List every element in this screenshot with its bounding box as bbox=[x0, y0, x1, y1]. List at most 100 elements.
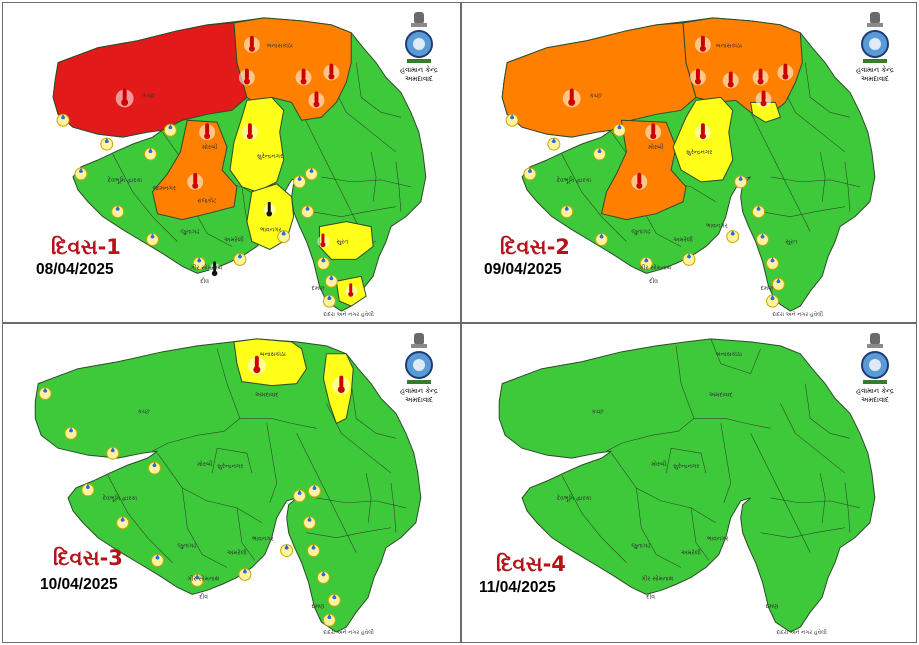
humidity-icon bbox=[38, 387, 52, 401]
region-label: અમરેલી bbox=[681, 548, 701, 556]
region-label: અમદાવાદ bbox=[255, 392, 279, 399]
humidity-icon bbox=[766, 294, 779, 308]
humidity-icon bbox=[293, 489, 307, 503]
region-label: અમરેલી bbox=[227, 548, 247, 556]
day-label: દિવસ-2 bbox=[500, 235, 570, 259]
region-label: બનાસકાંઠા bbox=[716, 43, 743, 50]
humidity-icon bbox=[81, 483, 95, 497]
humidity-icon bbox=[324, 274, 338, 288]
gujarat-map-day-4: કચ્છ બનાસકાંઠા અમદાવાદ સુરેન્દ્રનગર મોરબ… bbox=[498, 338, 876, 636]
org-city: અમદાવાદ bbox=[861, 396, 889, 404]
gujarat-map-day-1: કચ્છ બનાસકાંઠા સુરેન્દ્રનગર મોરબી જામનગર… bbox=[52, 17, 427, 318]
humidity-icon bbox=[190, 573, 204, 587]
org-name: હવામાન કેન્દ્ર bbox=[856, 66, 894, 74]
state-base bbox=[34, 338, 422, 633]
day-label: દિવસ-4 bbox=[496, 552, 566, 576]
coastal-markers bbox=[56, 113, 338, 308]
region-label: જામનગર bbox=[152, 185, 175, 192]
footer-label: દાદરા અને નગર હવેલી bbox=[323, 311, 374, 318]
region-label: દેવભૂમિ દ્વારકા bbox=[108, 176, 143, 184]
humidity-icon bbox=[766, 256, 779, 270]
thermometer-icon bbox=[209, 261, 222, 277]
footer-label: દાદરા અને નગર હવેલી bbox=[772, 311, 823, 318]
gujarat-map-day-2: કચ્છ બનાસકાંઠા સુરેન્દ્રનગર મોરબી દેવભૂમ… bbox=[501, 17, 876, 318]
region-label: દમણ bbox=[766, 603, 779, 610]
panel-day-2: કચ્છ બનાસકાંઠા સુરેન્દ્રનગર મોરબી દેવભૂમ… bbox=[461, 2, 917, 323]
thermometer-icon bbox=[199, 123, 216, 141]
humidity-icon bbox=[148, 461, 161, 475]
humidity-icon bbox=[308, 484, 321, 498]
coastal-markers bbox=[38, 387, 341, 627]
humidity-icon bbox=[593, 147, 607, 161]
region-label: અમરેલી bbox=[224, 235, 244, 243]
thermometer-icon bbox=[752, 68, 769, 86]
region-label: ભાવનગર bbox=[706, 223, 728, 230]
thermometer-icon bbox=[241, 123, 258, 141]
thermometer-icon bbox=[689, 68, 706, 86]
humidity-icon bbox=[277, 230, 291, 243]
thermometer-icon bbox=[345, 283, 358, 298]
humidity-icon bbox=[100, 137, 114, 151]
humidity-icon bbox=[682, 252, 696, 266]
humidity-icon bbox=[771, 277, 785, 291]
state-base bbox=[498, 338, 876, 633]
humidity-icon bbox=[301, 205, 314, 219]
date-label: 09/04/2025 bbox=[484, 261, 562, 278]
region-label: દીવ bbox=[199, 592, 208, 600]
humidity-icon bbox=[734, 175, 748, 189]
humidity-icon bbox=[192, 256, 206, 270]
heat-markers bbox=[247, 355, 351, 395]
region-label: મોરબી bbox=[651, 460, 667, 468]
thermometer-icon bbox=[247, 355, 266, 375]
humidity-icon bbox=[56, 113, 70, 127]
humidity-icon bbox=[595, 233, 609, 246]
gujarat-map-day-3: કચ્છ બનાસકાંઠા અમદાવાદ સુરેન્દ્રનગર મોરબ… bbox=[34, 338, 422, 636]
zone-saurashtra-orange bbox=[151, 119, 238, 221]
thermometer-icon bbox=[645, 123, 662, 141]
humidity-icon bbox=[144, 147, 157, 161]
region-label: દીવ bbox=[200, 277, 209, 285]
region-label: ગીર સોમનાથ bbox=[187, 574, 219, 582]
zone-north-yellow bbox=[233, 338, 308, 387]
thermometer-icon bbox=[243, 35, 260, 53]
region-label: જુનાગઢ bbox=[631, 229, 650, 236]
humidity-icon bbox=[316, 256, 330, 270]
region-label: બનાસકાંઠા bbox=[267, 43, 294, 50]
thermometer-icon bbox=[317, 233, 330, 248]
humidity-icon bbox=[505, 113, 519, 127]
district-borders bbox=[561, 338, 860, 568]
humidity-icon bbox=[238, 567, 252, 581]
thermometer-icon bbox=[187, 172, 204, 190]
region-label: સુરત bbox=[336, 238, 348, 245]
region-label: સુરેન્દ્રનગર bbox=[673, 462, 699, 470]
thermometer-icon bbox=[323, 63, 340, 81]
humidity-icon bbox=[111, 205, 125, 219]
region-label: રાજકોટ bbox=[197, 197, 217, 205]
heat-markers bbox=[115, 35, 358, 298]
imd-emblem-icon bbox=[405, 333, 433, 384]
humidity-icon bbox=[64, 426, 78, 440]
panel-day-4: કચ્છ બનાસકાંઠા અમદાવાદ સુરેન્દ્રનગર મોરબ… bbox=[461, 323, 917, 643]
humidity-icon bbox=[547, 137, 561, 151]
imd-logo-block: હવામાન કેન્દ્ર અમદાવાદ bbox=[840, 11, 910, 84]
humidity-icon bbox=[322, 613, 336, 627]
heat-markers bbox=[562, 35, 794, 190]
humidity-icon bbox=[116, 516, 130, 530]
org-name: હવામાન કેન્દ્ર bbox=[856, 387, 894, 395]
humidity-icon bbox=[752, 205, 766, 219]
region-label: સુરેન્દ્રનગર bbox=[257, 152, 283, 160]
humidity-icon bbox=[106, 446, 120, 460]
region-label: દીવ bbox=[649, 277, 658, 285]
org-city: અમદાવાદ bbox=[405, 396, 433, 404]
imd-emblem-icon bbox=[861, 12, 889, 63]
region-label: દમણ bbox=[311, 285, 324, 292]
footer-label: દાદરા અને નગર હવેલી bbox=[776, 629, 827, 636]
region-label: બનાસકાંઠા bbox=[260, 351, 287, 358]
humidity-icon bbox=[146, 233, 159, 246]
footer-label: દાદરા અને નગર હવેલી bbox=[323, 629, 374, 636]
humidity-icon bbox=[316, 570, 330, 584]
thermometer-icon bbox=[722, 71, 739, 89]
region-label: સુરત bbox=[785, 238, 797, 245]
humidity-icon bbox=[307, 544, 320, 558]
